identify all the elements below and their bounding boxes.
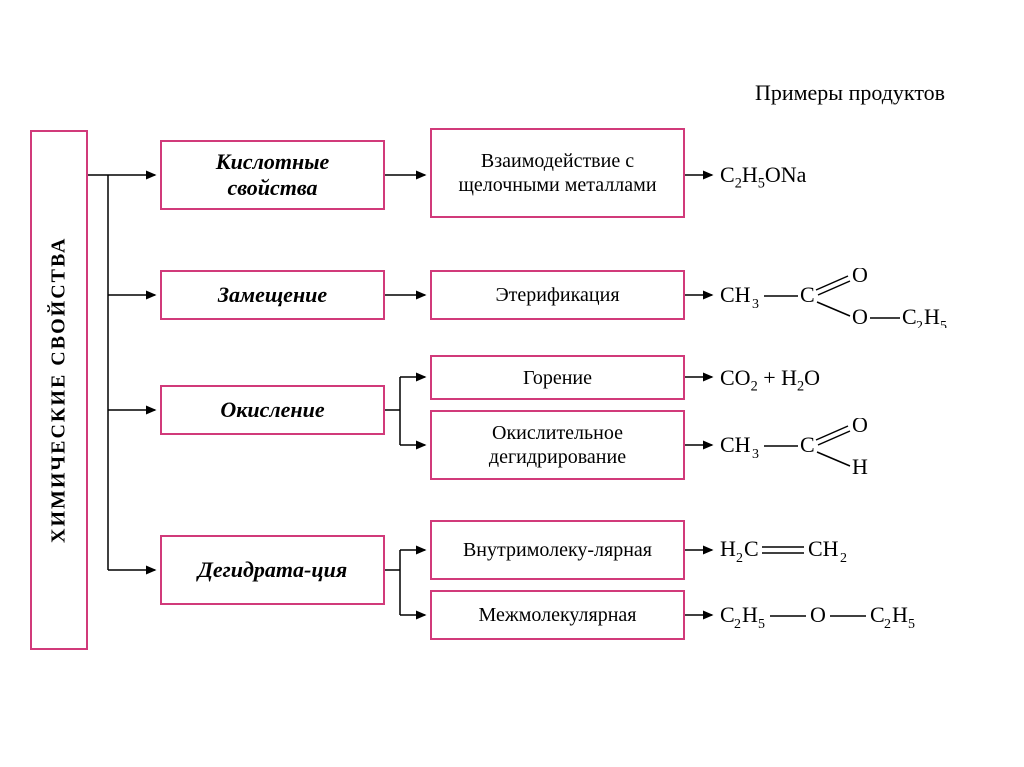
svg-text:C: C	[800, 432, 815, 457]
svg-text:3: 3	[752, 297, 759, 312]
root-box: ХИМИЧЕСКИЕ СВОЙСТВА	[30, 130, 88, 650]
svg-text:5: 5	[908, 617, 915, 632]
svg-text:O: O	[810, 602, 826, 627]
svg-text:5: 5	[940, 319, 947, 328]
oxid-box: Окисление	[160, 385, 385, 435]
svg-text:C: C	[902, 304, 917, 328]
svg-text:C: C	[720, 602, 735, 627]
product-ester: CH 3 C O O C 2 H 5	[720, 268, 960, 328]
svg-text:5: 5	[758, 617, 765, 632]
product-combust: CO2 + H2O	[720, 365, 820, 391]
svg-text:O: O	[852, 304, 868, 328]
svg-text:O: O	[852, 268, 868, 287]
header-label: Примеры продуктов	[740, 80, 960, 106]
svg-text:2: 2	[734, 617, 741, 632]
svg-text:H: H	[720, 536, 736, 561]
svg-text:H: H	[924, 304, 940, 328]
svg-text:H: H	[742, 602, 758, 627]
inter-box: Межмолекулярная	[430, 590, 685, 640]
svg-text:2: 2	[736, 551, 743, 566]
intra-box: Внутримолеку-лярная	[430, 520, 685, 580]
svg-text:2: 2	[884, 617, 891, 632]
acid-box: Кислотные свойства	[160, 140, 385, 210]
svg-text:C: C	[800, 282, 815, 307]
oxdehyd-box: Окислительное дегидрирование	[430, 410, 685, 480]
svg-text:O: O	[852, 418, 868, 437]
ester-box: Этерификация	[430, 270, 685, 320]
dehyd-box: Дегидрата-ция	[160, 535, 385, 605]
svg-text:H: H	[852, 454, 868, 474]
svg-text:H: H	[892, 602, 908, 627]
svg-text:CH: CH	[720, 432, 751, 457]
product-oxdehyd: CH 3 C O H	[720, 418, 900, 474]
combust-box: Горение	[430, 355, 685, 400]
svg-text:2: 2	[840, 551, 847, 566]
product-inter: C 2 H 5 O C 2 H 5	[720, 596, 980, 632]
subst-box: Замещение	[160, 270, 385, 320]
svg-text:C: C	[744, 536, 759, 561]
svg-text:CH: CH	[720, 282, 751, 307]
alkali-box: Взаимодействие с щелочными металлами	[430, 128, 685, 218]
svg-text:CH: CH	[808, 536, 839, 561]
svg-text:C: C	[870, 602, 885, 627]
svg-text:3: 3	[752, 447, 759, 462]
svg-text:2: 2	[916, 319, 923, 328]
product-intra: H 2 C CH 2	[720, 530, 900, 570]
product-alkali: C2H5ONa	[720, 162, 806, 188]
